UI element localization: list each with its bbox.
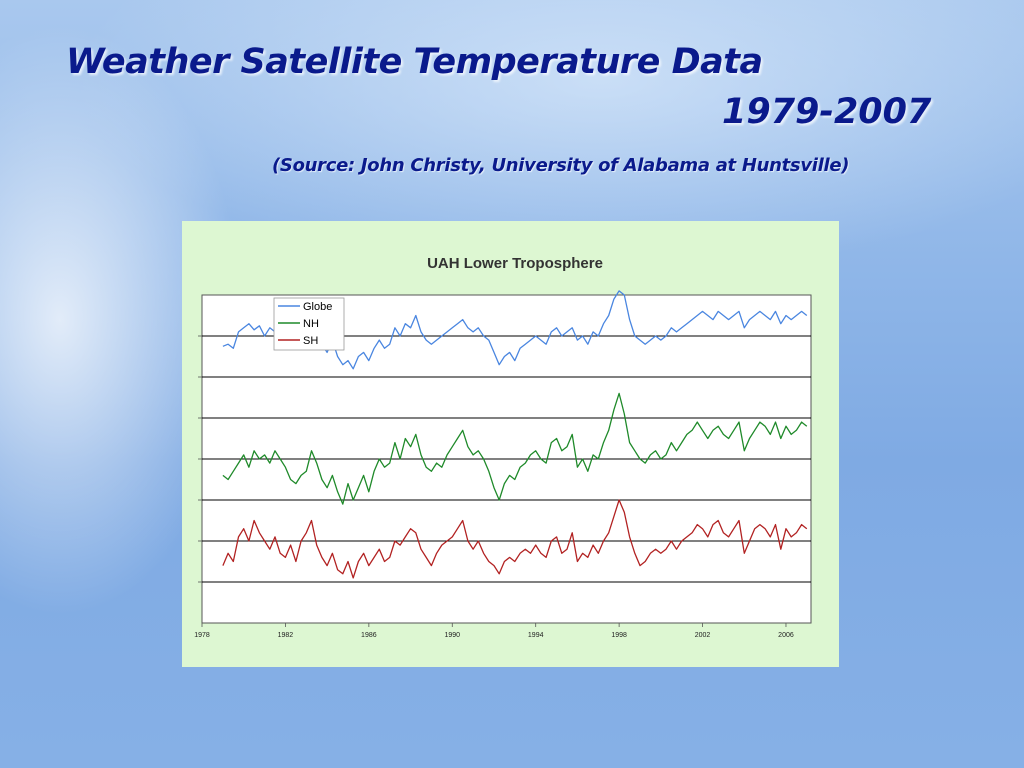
chart-panel: UAH Lower Troposphere 1978 1982 1986 1990 19… bbox=[182, 221, 839, 667]
x-tick-label: 1990 bbox=[444, 632, 460, 639]
x-tick-label: 1998 bbox=[611, 632, 627, 639]
chart-title: UAH Lower Troposphere bbox=[427, 255, 603, 272]
slide-years: 1979-2007 bbox=[722, 92, 932, 132]
series-line-nh bbox=[222, 392, 808, 505]
slide-source: (Source: John Christy, University of Ala… bbox=[272, 155, 850, 176]
slide-title: Weather Satellite Temperature Data bbox=[66, 42, 763, 82]
x-tick-label: 2002 bbox=[695, 632, 711, 639]
series-line-sh bbox=[222, 499, 808, 579]
x-tick-label: 1982 bbox=[278, 632, 294, 639]
legend-label-globe: Globe bbox=[303, 301, 332, 313]
x-tick-label: 2006 bbox=[778, 632, 794, 639]
chart-svg: UAH Lower Troposphere 1978 1982 1986 1990 19… bbox=[194, 255, 812, 639]
x-tick-label: 1978 bbox=[194, 632, 210, 639]
legend-label-sh: SH bbox=[303, 335, 318, 347]
x-axis: 1978 1982 1986 1990 1994 1998 2002 2006 bbox=[194, 623, 794, 639]
legend: Globe NH SH bbox=[273, 297, 345, 351]
x-tick-label: 1986 bbox=[361, 632, 377, 639]
x-tick-label: 1994 bbox=[528, 632, 544, 639]
legend-label-nh: NH bbox=[303, 318, 319, 330]
